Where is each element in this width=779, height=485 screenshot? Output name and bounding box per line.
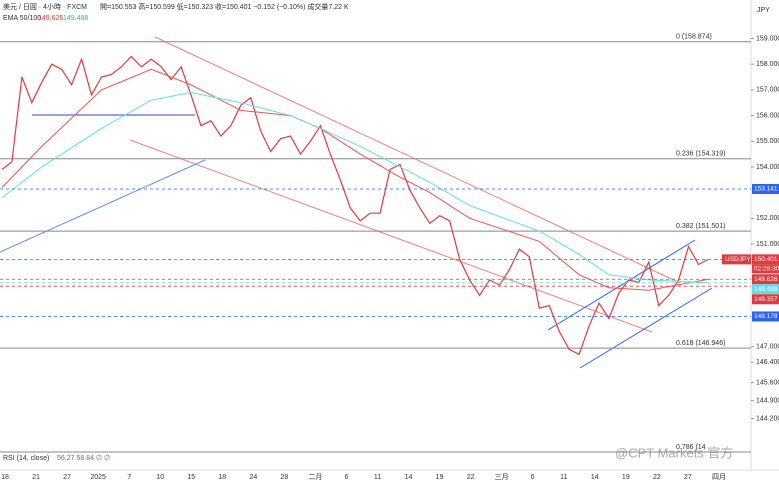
x-tick-label: 18 — [1, 474, 9, 481]
x-tick-label: 22 — [653, 474, 661, 481]
y-tick-label: 158.000 — [756, 61, 779, 68]
watermark: @CPT Markets 官方 — [615, 445, 733, 460]
y-tick-label: 159.000 — [756, 35, 779, 42]
y-tick-label: 154.000 — [756, 164, 779, 171]
trend-line — [579, 287, 713, 369]
y-tick-label: 145.600 — [756, 380, 779, 387]
price-tag-label: 149.626 — [754, 276, 778, 283]
fib-label: 0.618 (146.946) — [676, 340, 725, 347]
x-tick-label: 三月 — [495, 473, 509, 481]
y-tick-label: 155.000 — [756, 138, 779, 145]
y-tick-label: 151.000 — [756, 241, 779, 248]
x-tick-label: 14 — [591, 474, 599, 481]
fib-label: 0 (158.874) — [676, 34, 712, 41]
x-tick-label: 24 — [249, 474, 257, 481]
header-ohlc: 開=150.553 高=150.599 低=150.323 收=150.401 … — [100, 2, 349, 11]
rsi-values: 56.27 58.84 ∅ ∅ — [57, 455, 110, 462]
rsi-label: RSI (14, close) — [3, 455, 49, 462]
y-tick-label: 144.900 — [756, 397, 779, 404]
x-tick-label: 7 — [127, 474, 131, 481]
x-tick-label: 2025 — [90, 474, 106, 481]
price-tag — [752, 311, 779, 322]
symbol-tag-label: USDJPY — [725, 256, 751, 263]
ema50-value: 149.626 — [38, 15, 63, 22]
drawings — [0, 36, 713, 369]
y-tick-label: 144.200 — [756, 415, 779, 422]
trend-line — [129, 139, 653, 333]
currency: JPY — [757, 7, 770, 14]
price-tag-label: 148.178 — [754, 313, 778, 320]
y-tick-label: 157.000 — [756, 87, 779, 94]
y-tick-label: 146.400 — [756, 359, 779, 366]
x-tick-label: 19 — [622, 474, 630, 481]
price-tag — [752, 284, 779, 295]
x-tick-label: 28 — [280, 474, 288, 481]
price-line — [1, 91, 709, 284]
x-tick-label: 11 — [560, 474, 567, 481]
fib-label: 0.786 (14 — [676, 444, 706, 451]
x-tick-label: 27 — [684, 474, 692, 481]
price-tag — [752, 294, 779, 305]
x-tick-label: 6 — [531, 474, 535, 481]
x-tick-label: 15 — [187, 474, 195, 481]
y-tick-label: 156.000 — [756, 112, 779, 119]
price-tag-label: 149.488 — [754, 286, 778, 293]
price-tag — [752, 274, 779, 285]
trend-line — [0, 159, 206, 253]
x-tick-label: 14 — [405, 474, 413, 481]
x-tick-label: 18 — [218, 474, 226, 481]
price-tag — [752, 184, 779, 195]
ema-label: EMA 50/100 — [3, 15, 41, 22]
y-tick-label: 152.000 — [756, 215, 779, 222]
x-tick-label: 6 — [345, 474, 349, 481]
countdown-tag — [752, 264, 779, 274]
symbol-tag — [722, 254, 751, 265]
header-symbol: 美元 / 日圓 · 4小時 · FXCM — [3, 2, 87, 11]
x-tick-label: 四月 — [712, 473, 726, 481]
price-tag-label: 149.357 — [754, 296, 778, 303]
x-tick-label: 22 — [467, 474, 475, 481]
fib-label: 0.382 (151.501) — [676, 223, 725, 230]
trend-line — [547, 239, 696, 331]
x-tick-label: 二月 — [308, 473, 322, 481]
x-tick-label: 21 — [32, 474, 40, 481]
y-tick-label: 147.000 — [756, 344, 779, 351]
ema100-value: 149.488 — [63, 15, 88, 22]
x-tick-label: 10 — [156, 474, 164, 481]
price-tag — [752, 254, 779, 265]
x-tick-label: 19 — [436, 474, 444, 481]
price-line — [1, 55, 709, 356]
price-tag-label: 150.401 — [754, 256, 778, 263]
countdown: 02:28:30 — [754, 266, 779, 273]
price-tag-label: 153.141 — [754, 186, 778, 193]
fib-label: 0.236 (154.319) — [676, 151, 725, 158]
x-tick-label: 27 — [63, 474, 71, 481]
x-tick-label: 11 — [374, 474, 381, 481]
trend-line — [154, 36, 681, 284]
